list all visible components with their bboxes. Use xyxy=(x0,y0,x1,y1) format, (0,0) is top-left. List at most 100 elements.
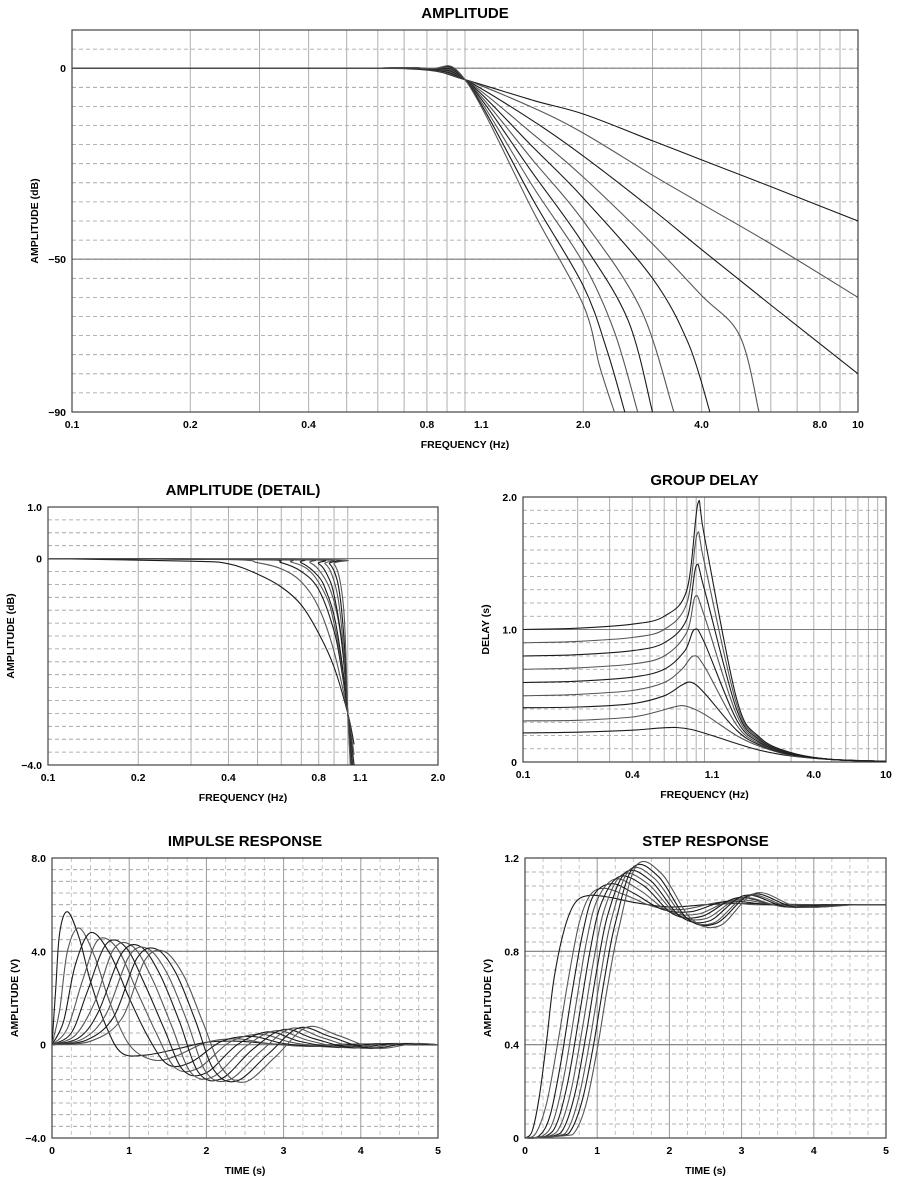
series-line xyxy=(72,65,626,413)
y-axis-label: AMPLITUDE (dB) xyxy=(29,178,41,263)
x-axis-label: TIME (s) xyxy=(225,1165,266,1177)
x-tick-label: 5 xyxy=(435,1145,441,1157)
x-tick-label: 0.1 xyxy=(41,772,56,784)
series-line xyxy=(52,943,438,1082)
x-axis-label: FREQUENCY (Hz) xyxy=(199,792,287,804)
plot-frame xyxy=(51,857,439,1139)
chart-title: STEP RESPONSE xyxy=(642,833,768,850)
x-tick-label: 4.0 xyxy=(694,419,709,431)
y-tick-label: −4.0 xyxy=(25,1133,46,1145)
x-tick-label: 3 xyxy=(281,1145,287,1157)
x-tick-label: 4.0 xyxy=(806,769,821,781)
x-tick-label: 0.4 xyxy=(625,769,640,781)
y-tick-label: 0 xyxy=(513,1133,519,1145)
x-tick-label: 0.2 xyxy=(131,772,146,784)
series-line xyxy=(523,563,886,762)
series-line xyxy=(52,941,438,1080)
x-axis-label: FREQUENCY (Hz) xyxy=(660,789,748,801)
x-tick-label: 4 xyxy=(811,1145,817,1157)
x-tick-label: 2 xyxy=(666,1145,672,1157)
y-tick-label: 0.8 xyxy=(504,946,519,958)
series-line xyxy=(52,932,438,1068)
series-line xyxy=(72,66,639,413)
y-axis-label: AMPLITUDE (V) xyxy=(482,959,494,1037)
series-group xyxy=(52,911,438,1083)
chart-amplitude-detail: 0.1 0.2 0.4 0.8 1.1 2.0 1.0 0 −4.0 AMPLITUDE (DET… xyxy=(5,482,445,804)
grid xyxy=(72,30,858,413)
x-tick-label: 10 xyxy=(880,769,892,781)
y-tick-label: 1.0 xyxy=(27,502,42,514)
x-tick-label: 1 xyxy=(594,1145,600,1157)
x-tick-label: 0.8 xyxy=(420,419,435,431)
x-tick-label: 8.0 xyxy=(813,419,828,431)
x-tick-label: 0.1 xyxy=(516,769,531,781)
x-axis-label: TIME (s) xyxy=(685,1165,726,1177)
series-line xyxy=(523,681,886,762)
y-tick-label: 1.2 xyxy=(504,853,519,865)
series-line xyxy=(52,947,438,1083)
chart-title: IMPULSE RESPONSE xyxy=(168,833,322,850)
series-line xyxy=(523,704,886,762)
series-group xyxy=(525,860,886,1139)
series-line xyxy=(48,558,351,766)
x-tick-label: 5 xyxy=(883,1145,889,1157)
chart-title: GROUP DELAY xyxy=(650,472,758,489)
x-tick-label: 0.4 xyxy=(221,772,236,784)
x-tick-label: 1.1 xyxy=(705,769,720,781)
x-tick-label: 0.1 xyxy=(65,419,80,431)
plot-frame xyxy=(47,506,439,766)
x-tick-label: 0.4 xyxy=(301,419,316,431)
x-tick-label: 3 xyxy=(739,1145,745,1157)
series-line xyxy=(52,946,438,1083)
series-line xyxy=(52,949,438,1083)
y-tick-label: 1.0 xyxy=(502,625,517,637)
y-tick-label: 0 xyxy=(60,63,66,75)
x-tick-label: 1.1 xyxy=(353,772,368,784)
series-line xyxy=(525,866,886,1139)
grid xyxy=(52,857,438,1139)
series-group xyxy=(72,65,858,413)
y-tick-label: 0.4 xyxy=(504,1040,519,1052)
y-tick-label: 0 xyxy=(36,554,42,566)
series-line xyxy=(525,863,886,1139)
chart-amplitude: 0.1 0.2 0.4 0.8 1.1 2.0 4.0 8.0 10 0 −50 −90 AMPLITU… xyxy=(29,5,864,451)
y-axis-label: AMPLITUDE (dB) xyxy=(5,593,17,678)
x-tick-label: 4 xyxy=(358,1145,364,1157)
x-tick-label: 2.0 xyxy=(576,419,591,431)
y-axis-label: AMPLITUDE (V) xyxy=(9,959,21,1037)
x-tick-label: 2 xyxy=(203,1145,209,1157)
series-line xyxy=(525,869,886,1139)
series-line xyxy=(525,860,886,1139)
series-line xyxy=(72,65,615,413)
x-axis-label: FREQUENCY (Hz) xyxy=(421,439,509,451)
x-tick-label: 1.1 xyxy=(474,419,489,431)
series-line xyxy=(525,887,886,1139)
y-tick-label: −4.0 xyxy=(21,760,42,772)
series-line xyxy=(525,872,886,1139)
chart-group-delay: 0.1 0.4 1.1 4.0 10 2.0 1.0 0 GROUP DELAY FREQUENC… xyxy=(480,472,892,801)
x-tick-label: 10 xyxy=(852,419,864,431)
grid xyxy=(523,496,886,763)
plot-frame xyxy=(524,857,887,1139)
y-tick-label: 4.0 xyxy=(31,946,46,958)
chart-title: AMPLITUDE (DETAIL) xyxy=(166,482,321,499)
series-group xyxy=(48,558,355,766)
series-line xyxy=(48,558,355,755)
y-tick-label: 0 xyxy=(40,1040,46,1052)
y-tick-label: −50 xyxy=(48,254,66,266)
y-tick-label: 0 xyxy=(511,757,517,769)
y-tick-label: −90 xyxy=(48,407,66,419)
x-tick-label: 0 xyxy=(522,1145,528,1157)
y-tick-label: 2.0 xyxy=(502,492,517,504)
x-tick-label: 0 xyxy=(49,1145,55,1157)
x-tick-label: 0.2 xyxy=(183,419,198,431)
series-line xyxy=(523,499,886,762)
x-tick-label: 2.0 xyxy=(431,772,446,784)
y-tick-label: 8.0 xyxy=(31,853,46,865)
y-axis-label: DELAY (s) xyxy=(480,604,492,654)
series-group xyxy=(523,499,886,762)
x-tick-label: 1 xyxy=(126,1145,132,1157)
